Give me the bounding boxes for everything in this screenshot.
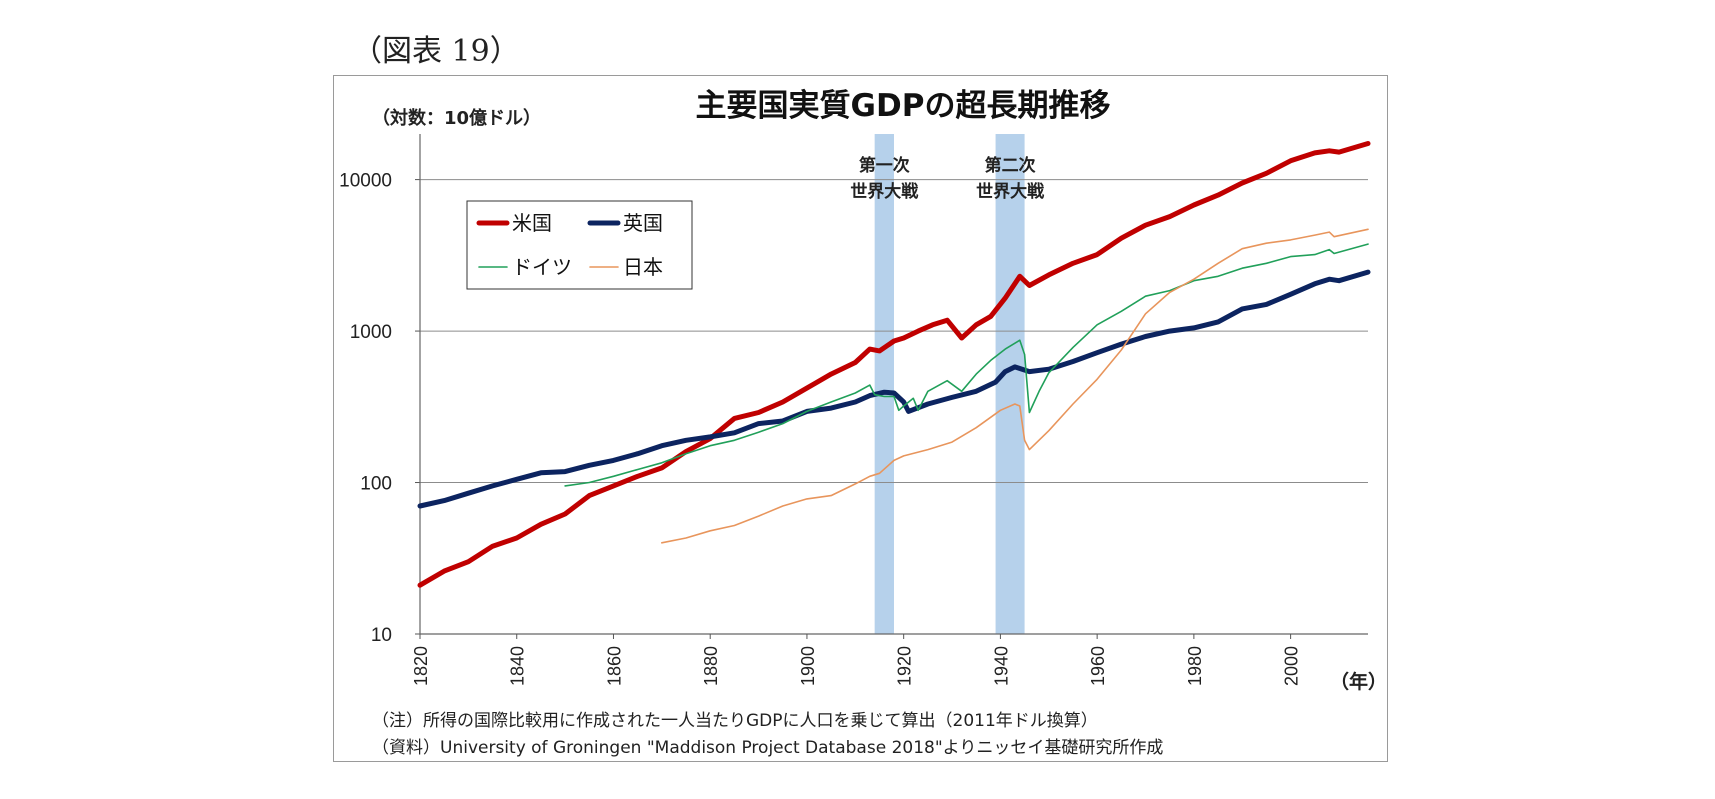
x-tick-label-2000: 2000 [1282, 646, 1302, 686]
war-label-line2-2: 世界大戦 [976, 181, 1045, 202]
x-axis-unit-label: （年） [1330, 670, 1387, 693]
legend-label-2: 英国 [623, 211, 663, 235]
gridlines [420, 179, 1368, 484]
x-tick-label-1840: 1840 [508, 646, 528, 686]
x-tick-label-1820: 1820 [411, 646, 431, 686]
chart-title: 主要国実質GDPの超長期推移 [696, 88, 1111, 124]
legend-label-1: 米国 [512, 211, 552, 235]
x-tick-label-1900: 1900 [798, 646, 818, 686]
y-tick-label-10: 10 [371, 625, 392, 646]
war-band-2 [995, 134, 1025, 634]
figure-label: （図表 19） [352, 34, 520, 69]
war-label-line2-1: 世界大戦 [850, 181, 919, 202]
series-line-3 [564, 243, 1369, 487]
series-line-1 [417, 141, 1371, 588]
series-lines [417, 141, 1371, 588]
x-tick-label-1940: 1940 [991, 646, 1011, 686]
y-tick-label-10000: 10000 [339, 171, 392, 192]
legend-box [466, 200, 693, 290]
x-tick-label-1880: 1880 [701, 646, 721, 686]
series-line-2 [417, 269, 1371, 509]
war-band-1 [874, 134, 894, 634]
x-tick-label-1980: 1980 [1185, 646, 1205, 686]
axes: 10 100 1000 10000 1820 1840 1860 1880 1900 1920 19… [339, 134, 1368, 686]
legend-label-4: 日本 [623, 255, 663, 279]
legend-label-3: ドイツ [512, 255, 572, 279]
series-line-4 [661, 228, 1369, 544]
war-label-line1-2: 第二次 [985, 155, 1036, 176]
note-line-2: （資料）University of Groningen "Maddison Pr… [372, 738, 1163, 758]
note-line-1: （注）所得の国際比較用に作成された一人当たりGDPに人口を乗じて算出（2011年… [372, 711, 1098, 731]
x-tick-label-1860: 1860 [604, 646, 624, 686]
y-tick-label-1000: 1000 [350, 322, 392, 343]
x-tick-label-1920: 1920 [895, 646, 915, 686]
shaded-periods [874, 134, 1025, 634]
y-axis-unit-label: （対数：10億ドル） [372, 107, 541, 129]
y-tick-label-100: 100 [360, 474, 392, 495]
chart-frame [333, 75, 1388, 762]
x-tick-label-1960: 1960 [1088, 646, 1108, 686]
war-label-line1-1: 第一次 [859, 155, 910, 176]
